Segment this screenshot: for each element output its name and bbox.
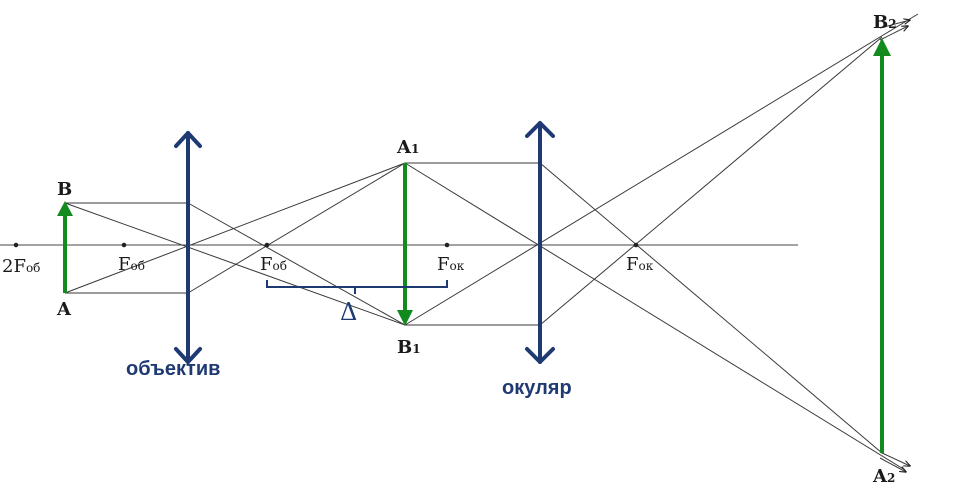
- objective-lens: [174, 131, 202, 364]
- delta-bracket: [266, 280, 448, 294]
- label-f-ob-left: Fоб: [118, 254, 145, 275]
- eyepiece-lens: [525, 121, 555, 364]
- ray-a-refracted: [187, 162, 406, 294]
- ray-a2-arrow-1: [879, 457, 906, 472]
- ray-b-refracted: [187, 202, 406, 326]
- ray-b2-arrow-1: [879, 20, 910, 29]
- ray-b-through-fob: [64, 202, 406, 326]
- label-point-b1: B1: [397, 337, 421, 358]
- label-point-a2: A2: [872, 466, 895, 487]
- rays: [64, 13, 919, 472]
- point-2f-ob: [13, 242, 19, 248]
- point-f-ob-right: [264, 242, 270, 248]
- focal-points: [13, 242, 639, 248]
- label-point-a1: A1: [396, 137, 419, 158]
- label-f-ob-right: Fоб: [260, 254, 287, 275]
- object-arrow-ab: [57, 201, 73, 293]
- ray-b1-through-fok: [539, 36, 883, 326]
- label-eyepiece: окуляр: [502, 377, 572, 399]
- label-delta: Δ: [340, 298, 357, 326]
- ray-a-through-fob: [64, 162, 406, 294]
- ray-b2-arrow-2: [879, 26, 908, 41]
- label-2f-ob: 2Fоб: [2, 256, 40, 277]
- label-f-ok-right: Fок: [626, 254, 654, 275]
- label-point-a: A: [56, 299, 72, 320]
- point-f-ok-right: [633, 242, 639, 248]
- image-arrow-a2b2: [873, 38, 891, 453]
- label-objective: объектив: [126, 358, 220, 380]
- label-f-ok-left: Fок: [437, 254, 465, 275]
- label-point-b: B: [57, 179, 72, 200]
- label-point-b2: B2: [873, 12, 897, 33]
- ray-a2-arrow-2: [879, 451, 910, 466]
- point-f-ok-left: [444, 242, 450, 248]
- ray-b1-center: [404, 13, 919, 326]
- ray-a1-center: [404, 162, 906, 471]
- point-f-ob-left: [121, 242, 127, 248]
- ray-a1-through-fok: [539, 162, 883, 454]
